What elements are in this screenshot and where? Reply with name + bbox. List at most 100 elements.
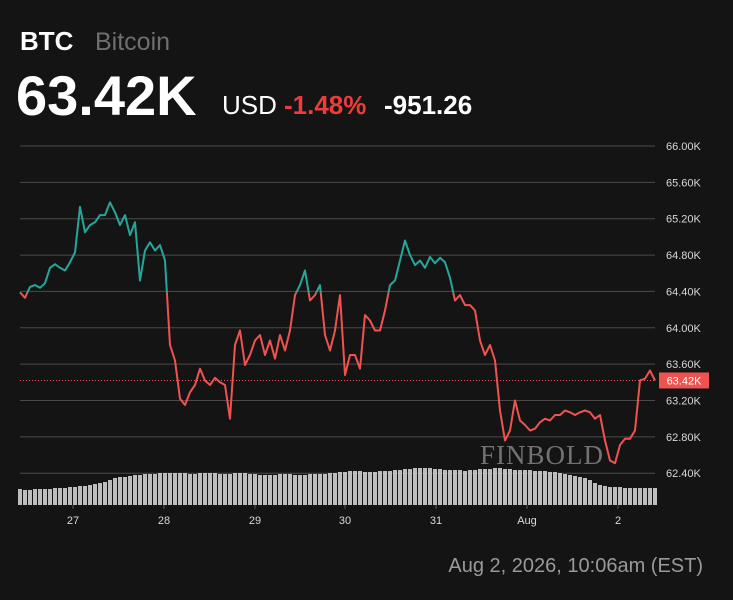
y-tick-label: 65.60K bbox=[666, 177, 702, 189]
asset-name: Bitcoin bbox=[95, 28, 170, 56]
change: -951.26 bbox=[384, 90, 472, 120]
volume-bar bbox=[478, 469, 482, 505]
volume-bar bbox=[418, 468, 422, 505]
volume-bar bbox=[528, 470, 532, 505]
volume-bar bbox=[18, 489, 22, 505]
volume-bar bbox=[563, 474, 567, 505]
y-tick-label: 64.80K bbox=[666, 250, 702, 262]
volume-bar bbox=[438, 469, 442, 505]
volume-bar bbox=[393, 470, 397, 505]
volume-bar bbox=[583, 478, 587, 505]
volume-bar bbox=[398, 470, 402, 505]
price-line bbox=[19, 201, 656, 465]
volume-bar bbox=[183, 473, 187, 505]
volume-bar bbox=[23, 490, 27, 505]
volume-bar bbox=[503, 469, 507, 505]
volume-bar bbox=[48, 489, 52, 505]
y-tick-label: 62.40K bbox=[666, 468, 702, 480]
volume-bar bbox=[408, 469, 412, 505]
volume-bar bbox=[298, 475, 302, 505]
volume-bar bbox=[248, 474, 252, 505]
volume-bar bbox=[168, 473, 172, 505]
volume-bar bbox=[483, 469, 487, 505]
volume-bar bbox=[133, 475, 137, 505]
volume-bar bbox=[598, 485, 602, 505]
volume-bar bbox=[228, 474, 232, 505]
volume-bar bbox=[78, 486, 82, 505]
volume-bar bbox=[523, 470, 527, 505]
volume-bar bbox=[403, 469, 407, 505]
volume-bar bbox=[603, 486, 607, 505]
volume-bar bbox=[273, 475, 277, 505]
volume-bar bbox=[338, 472, 342, 505]
y-tick-label: 63.60K bbox=[666, 359, 702, 371]
price: 63.42K bbox=[16, 64, 197, 127]
watermark: FINBOLD bbox=[480, 440, 604, 470]
y-tick-label: 66.00K bbox=[666, 141, 702, 153]
volume-bar bbox=[413, 468, 417, 505]
volume-bar bbox=[178, 473, 182, 505]
volume-bar bbox=[518, 470, 522, 505]
x-tick-label: 30 bbox=[339, 515, 351, 527]
volume-bar bbox=[73, 487, 77, 505]
symbol: BTC bbox=[20, 26, 74, 56]
volume-bar bbox=[343, 472, 347, 505]
volume-bar bbox=[308, 474, 312, 505]
volume-bar bbox=[128, 476, 132, 505]
volume-bar bbox=[633, 488, 637, 505]
volume-bar bbox=[93, 484, 97, 505]
volume-bar bbox=[223, 474, 227, 505]
volume-bar bbox=[573, 476, 577, 505]
last-price-label: 63.42K bbox=[667, 375, 703, 387]
volume-bar bbox=[143, 474, 147, 505]
volume-bar bbox=[388, 471, 392, 505]
volume-bar bbox=[213, 473, 217, 505]
volume-bar bbox=[543, 471, 547, 505]
volume-bar bbox=[368, 472, 372, 505]
volume-bar bbox=[243, 473, 247, 505]
volume-bar bbox=[578, 477, 582, 505]
last-price-box bbox=[659, 372, 709, 389]
change-percent: -1.48% bbox=[284, 90, 366, 120]
volume-bar bbox=[288, 474, 292, 505]
volume-bar bbox=[493, 468, 497, 505]
volume-bar bbox=[108, 480, 112, 505]
volume-bar bbox=[188, 474, 192, 505]
volume-bar bbox=[363, 472, 367, 505]
volume-bar bbox=[593, 483, 597, 505]
volume-bar bbox=[383, 471, 387, 505]
volume-bar bbox=[148, 474, 152, 505]
volume-bar bbox=[488, 469, 492, 505]
volume-bar bbox=[118, 477, 122, 505]
volume-bar bbox=[218, 474, 222, 505]
volume-bar bbox=[588, 480, 592, 505]
volume-bar bbox=[428, 468, 432, 505]
volume-bar bbox=[628, 488, 632, 505]
volume-bar bbox=[318, 474, 322, 505]
volume-bar bbox=[303, 475, 307, 505]
volume-bar bbox=[568, 475, 572, 505]
volume-bar bbox=[498, 468, 502, 505]
volume-bar bbox=[198, 473, 202, 505]
volume-bar bbox=[328, 473, 332, 505]
volume-bar bbox=[433, 469, 437, 505]
volume-bar bbox=[98, 483, 102, 505]
volume-bar bbox=[153, 474, 157, 505]
volume-bar bbox=[608, 487, 612, 505]
x-tick-label: Aug bbox=[517, 515, 537, 527]
volume-bar bbox=[253, 474, 257, 505]
volume-bar bbox=[278, 474, 282, 505]
volume-bar bbox=[88, 485, 92, 505]
volume-bar bbox=[58, 488, 62, 505]
volume-bar bbox=[548, 472, 552, 505]
volume-bar bbox=[453, 470, 457, 505]
volume-bar bbox=[323, 474, 327, 505]
volume-bar bbox=[538, 471, 542, 505]
volume-bar bbox=[28, 490, 32, 505]
volume-bar bbox=[43, 489, 47, 505]
volume-bar bbox=[513, 470, 517, 505]
volume-bar bbox=[233, 473, 237, 505]
volume-bar bbox=[473, 470, 477, 505]
